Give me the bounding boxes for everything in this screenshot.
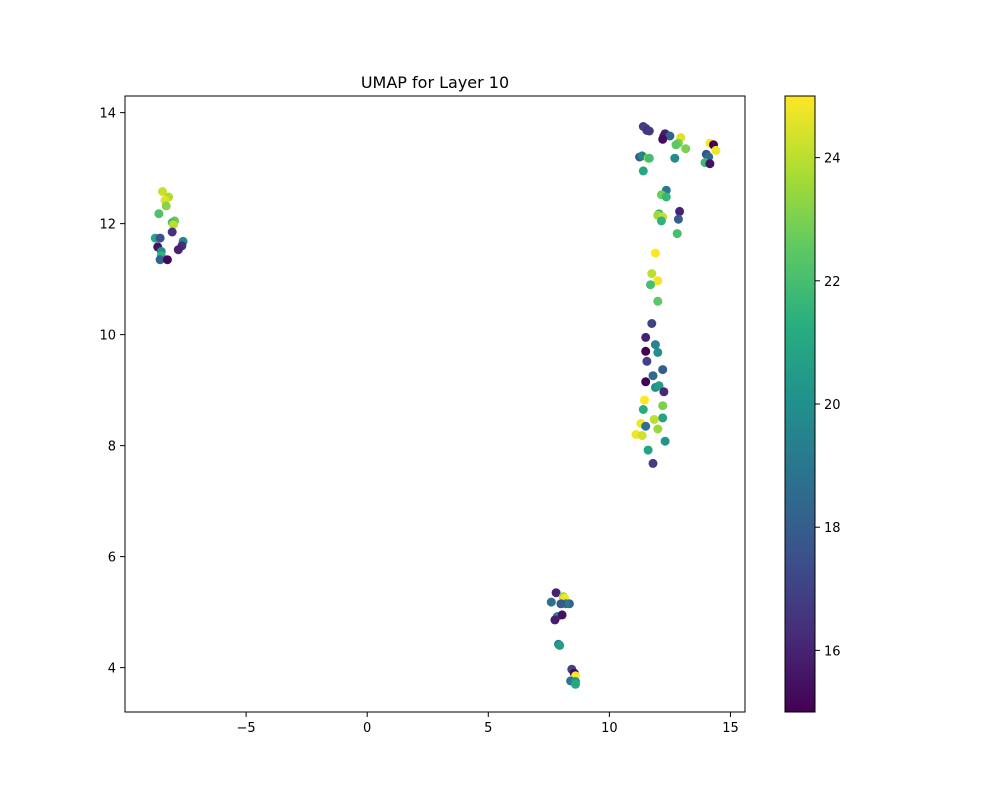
scatter-point	[658, 413, 668, 423]
colorbar-tick-label: 18	[824, 521, 841, 536]
scatter-point	[641, 377, 651, 387]
scatter-point	[654, 381, 664, 391]
scatter-point	[658, 134, 668, 144]
scatter-point	[647, 269, 657, 279]
colorbar-tick-label: 16	[824, 644, 841, 659]
y-tick-label: 14	[99, 107, 116, 122]
x-tick-label: 0	[363, 721, 371, 736]
colorbar-tick-label: 24	[824, 152, 841, 167]
scatter-point	[643, 445, 653, 455]
y-tick-label: 10	[99, 329, 116, 344]
y-axis: 4 6 8 10 12 14	[99, 107, 125, 677]
x-tick-label: −5	[237, 721, 256, 736]
scatter-point	[653, 276, 663, 286]
scatter-point	[641, 346, 651, 356]
scatter-point	[638, 405, 648, 414]
scatter-point	[648, 458, 658, 468]
scatter-point	[653, 347, 663, 357]
scatter-point	[649, 415, 659, 424]
points-layer	[150, 122, 721, 689]
scatter-point	[656, 216, 666, 226]
x-axis: −5 0 5 10 15	[237, 712, 739, 736]
scatter-point	[641, 421, 651, 431]
chart-title: UMAP for Layer 10	[361, 73, 509, 92]
x-tick-label: 10	[601, 721, 618, 736]
scatter-point	[546, 597, 556, 607]
colorbar-gradient	[785, 96, 815, 712]
scatter-point	[646, 280, 655, 290]
scatter-point	[154, 209, 164, 219]
scatter-point	[648, 371, 658, 381]
scatter-point	[638, 166, 648, 176]
scatter-point	[644, 153, 654, 163]
scatter-point	[661, 192, 671, 202]
scatter-point	[551, 588, 561, 598]
scatter-point	[550, 615, 560, 625]
colorbar-tick-label: 22	[824, 275, 841, 290]
scatter-point	[161, 201, 171, 211]
scatter-point	[670, 153, 680, 163]
scatter-point	[640, 395, 649, 405]
scatter-point	[556, 599, 566, 609]
scatter-point	[162, 255, 172, 265]
scatter-point	[641, 332, 651, 342]
colorbar-ticks: 16 18 20 22 24	[815, 152, 841, 659]
scatter-point	[653, 296, 663, 306]
scatter-point	[660, 436, 670, 446]
y-tick-label: 4	[108, 662, 116, 677]
plot-area-frame	[124, 95, 746, 713]
scatter-point	[167, 227, 177, 237]
scatter-point	[659, 387, 669, 397]
scatter-point	[571, 679, 580, 689]
scatter-point	[653, 424, 663, 434]
scatter-point	[168, 220, 178, 230]
scatter-point	[665, 131, 675, 141]
y-tick-label: 12	[99, 218, 116, 233]
scatter-point	[675, 206, 685, 216]
scatter-point	[158, 187, 167, 196]
colorbar: 16 18 20 22 24	[784, 95, 841, 713]
scatter-point	[650, 248, 660, 258]
scatter-point	[705, 159, 715, 169]
scatter-point	[658, 401, 668, 411]
colorbar-tick-label: 20	[824, 398, 841, 413]
scatter-point	[672, 229, 682, 239]
scatter-point	[644, 126, 654, 136]
scatter-point	[155, 255, 165, 265]
scatter-point	[671, 140, 681, 150]
scatter-point	[681, 144, 691, 154]
scatter-point	[155, 233, 165, 243]
scatter-point	[647, 319, 657, 328]
scatter-point	[673, 214, 683, 224]
scatter-point	[637, 431, 647, 441]
scatter-point	[711, 145, 721, 155]
scatter-point	[555, 640, 565, 650]
scatter-point	[642, 356, 652, 366]
x-tick-label: 15	[722, 721, 739, 736]
scatter-point	[658, 365, 668, 375]
scatter-point	[650, 340, 660, 350]
scatter-point	[173, 245, 183, 255]
x-tick-label: 5	[484, 721, 492, 736]
scatter-point	[557, 610, 567, 620]
y-tick-label: 8	[108, 440, 116, 455]
y-tick-label: 6	[108, 551, 116, 566]
